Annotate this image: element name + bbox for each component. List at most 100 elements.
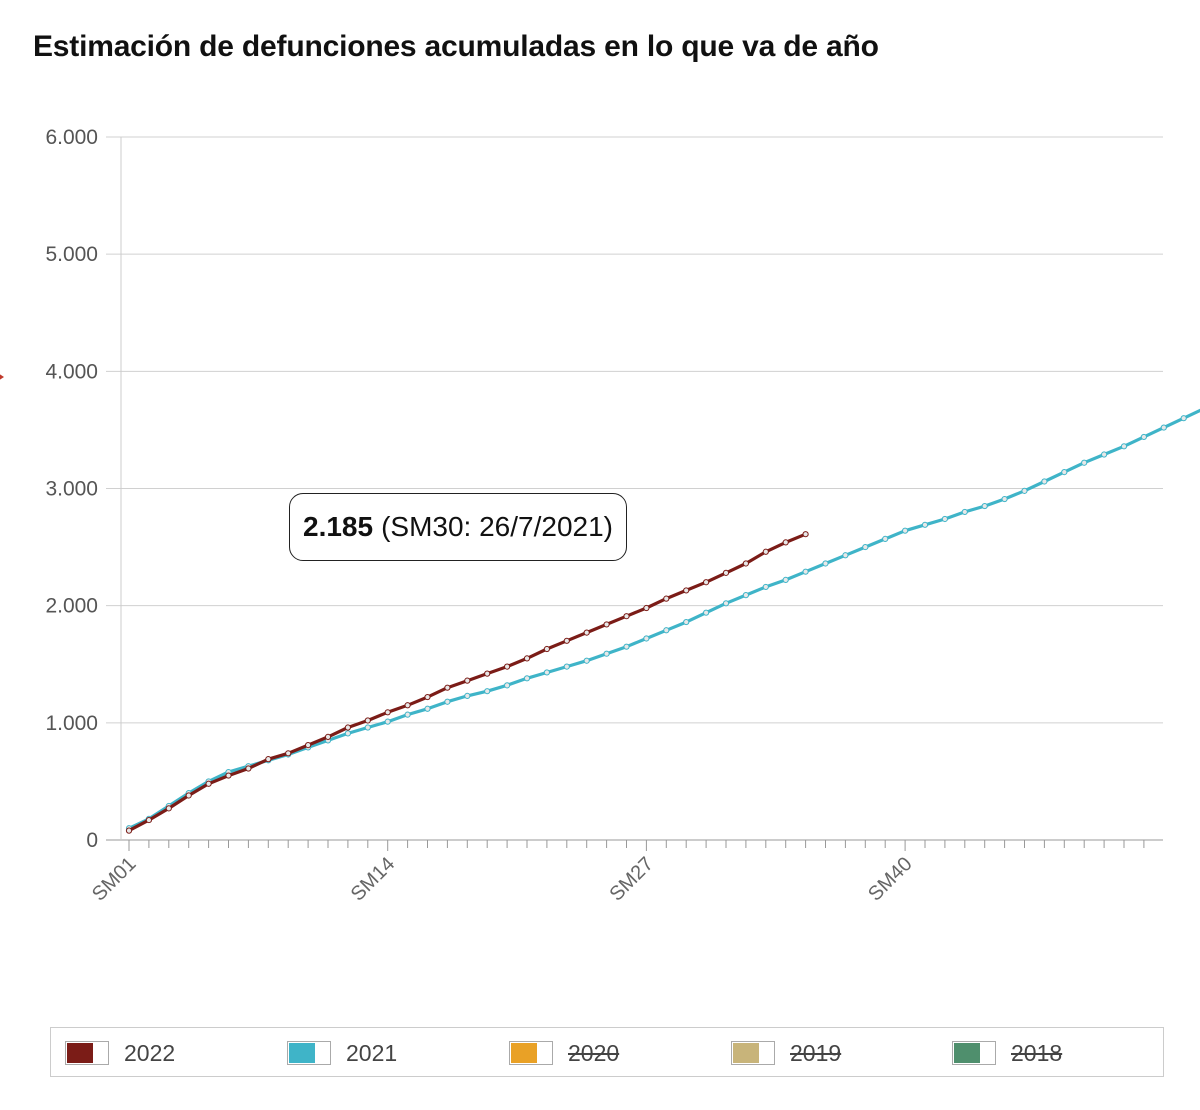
data-point-2021[interactable] xyxy=(703,609,710,616)
data-point-2021[interactable] xyxy=(1101,451,1108,458)
data-point-2021[interactable] xyxy=(623,643,630,650)
x-tick-label: SM14 xyxy=(347,853,400,906)
data-point-2021[interactable] xyxy=(663,627,670,634)
data-point-2021[interactable] xyxy=(364,724,371,731)
data-point-2021[interactable] xyxy=(384,718,391,725)
data-point-2022[interactable] xyxy=(762,548,769,555)
data-point-2021[interactable] xyxy=(683,618,690,626)
data-point-2022[interactable] xyxy=(265,756,272,763)
data-point-2021[interactable] xyxy=(902,527,909,534)
data-point-2021[interactable] xyxy=(921,521,929,528)
data-point-2021[interactable] xyxy=(344,730,351,737)
data-point-2022[interactable] xyxy=(404,702,411,709)
data-point-2021[interactable] xyxy=(444,698,451,705)
data-point-2022[interactable] xyxy=(285,750,292,757)
data-point-2021[interactable] xyxy=(882,535,889,542)
data-point-2021[interactable] xyxy=(1160,424,1167,431)
data-point-2022[interactable] xyxy=(305,741,312,749)
data-point-2022[interactable] xyxy=(205,780,212,787)
legend-item-2022[interactable]: 2022 xyxy=(65,1040,175,1066)
data-point-2022[interactable] xyxy=(623,613,630,620)
data-point-2021[interactable] xyxy=(464,692,471,699)
tooltip: 2.185 (SM30: 26/7/2021) xyxy=(289,493,627,561)
data-point-2022[interactable] xyxy=(344,724,351,731)
data-point-2021[interactable] xyxy=(822,560,829,567)
data-point-2022[interactable] xyxy=(563,637,570,644)
data-point-2022[interactable] xyxy=(384,709,391,716)
data-point-2021[interactable] xyxy=(543,669,551,676)
data-point-2022[interactable] xyxy=(782,539,789,546)
data-point-2021[interactable] xyxy=(981,502,988,510)
data-point-2022[interactable] xyxy=(125,827,133,834)
data-point-2021[interactable] xyxy=(1041,478,1048,485)
data-point-2021[interactable] xyxy=(583,657,590,664)
data-point-2021[interactable] xyxy=(941,515,949,523)
data-point-2021[interactable] xyxy=(504,682,511,689)
data-point-2021[interactable] xyxy=(802,568,809,575)
data-point-2021[interactable] xyxy=(563,663,570,670)
data-point-2022[interactable] xyxy=(185,792,192,799)
data-point-2021[interactable] xyxy=(762,583,769,591)
legend-item-2021[interactable]: 2021 xyxy=(287,1040,397,1066)
data-point-2022[interactable] xyxy=(603,621,610,628)
data-point-2022[interactable] xyxy=(424,693,431,701)
data-point-2021[interactable] xyxy=(1001,495,1008,503)
data-point-2021[interactable] xyxy=(862,543,869,551)
data-point-2021[interactable] xyxy=(1120,443,1128,450)
data-point-2021[interactable] xyxy=(961,508,968,516)
data-point-2021[interactable] xyxy=(722,600,730,607)
data-point-2021[interactable] xyxy=(523,675,531,682)
data-point-2022[interactable] xyxy=(225,772,232,779)
data-point-2022[interactable] xyxy=(165,805,172,812)
data-point-2022[interactable] xyxy=(324,733,332,740)
data-point-2022[interactable] xyxy=(484,670,491,677)
data-point-2021[interactable] xyxy=(484,688,491,695)
data-point-2022[interactable] xyxy=(145,816,152,824)
data-point-2022[interactable] xyxy=(802,531,809,538)
data-point-2022[interactable] xyxy=(683,587,690,594)
y-axis-ticks: 0 1.000 2.000 3.000 4.000 5.000 6.000 xyxy=(45,126,98,852)
data-point-2022[interactable] xyxy=(742,560,750,567)
x-axis: SM01 SM14 SM27 SM40 xyxy=(88,840,1145,906)
data-point-2021[interactable] xyxy=(603,650,610,657)
data-point-2021[interactable] xyxy=(782,576,789,583)
x-tick-label: SM01 xyxy=(88,853,141,906)
data-point-2021[interactable] xyxy=(1140,433,1148,441)
data-point-2021[interactable] xyxy=(424,705,431,712)
data-point-2022[interactable] xyxy=(245,765,252,772)
data-point-2022[interactable] xyxy=(444,684,451,691)
data-point-2022[interactable] xyxy=(364,717,371,724)
data-point-2022[interactable] xyxy=(464,677,471,684)
data-point-2021[interactable] xyxy=(1061,468,1068,476)
legend-label-2020: 2020 xyxy=(568,1039,620,1066)
x-tick-label: SM27 xyxy=(605,853,658,906)
data-point-2022[interactable] xyxy=(643,604,650,612)
legend-item-2018[interactable]: 2018 xyxy=(952,1040,1062,1066)
data-point-2022[interactable] xyxy=(663,595,670,602)
data-point-2021[interactable] xyxy=(643,635,650,642)
gridlines xyxy=(106,136,1163,841)
offscreen-marker-icon xyxy=(0,374,4,380)
data-point-2022[interactable] xyxy=(504,663,511,670)
tooltip-detail: (SM30: 26/7/2021) xyxy=(381,511,613,542)
legend-swatch-2019 xyxy=(731,1041,775,1065)
data-point-2022[interactable] xyxy=(523,655,531,662)
data-point-2021[interactable] xyxy=(404,711,411,718)
data-point-2022[interactable] xyxy=(543,645,551,653)
y-tick-label: 1.000 xyxy=(45,712,98,735)
data-point-2021[interactable] xyxy=(1021,487,1028,494)
data-point-2022[interactable] xyxy=(583,629,590,636)
series-lines xyxy=(125,397,1200,834)
data-point-2021[interactable] xyxy=(742,592,750,599)
series-line-2021[interactable] xyxy=(127,397,1200,830)
data-point-2021[interactable] xyxy=(1081,459,1088,466)
data-point-2022[interactable] xyxy=(722,569,730,576)
legend-label-2022: 2022 xyxy=(124,1039,176,1066)
data-point-2021[interactable] xyxy=(842,552,849,559)
legend-item-2020[interactable]: 2020 xyxy=(509,1040,619,1066)
x-tick-label: SM40 xyxy=(864,853,917,906)
data-point-2022[interactable] xyxy=(703,579,710,586)
data-point-2021[interactable] xyxy=(1180,415,1187,422)
legend: 2022 2021 2020 2019 2018 xyxy=(50,1027,1164,1077)
legend-item-2019[interactable]: 2019 xyxy=(731,1040,841,1066)
